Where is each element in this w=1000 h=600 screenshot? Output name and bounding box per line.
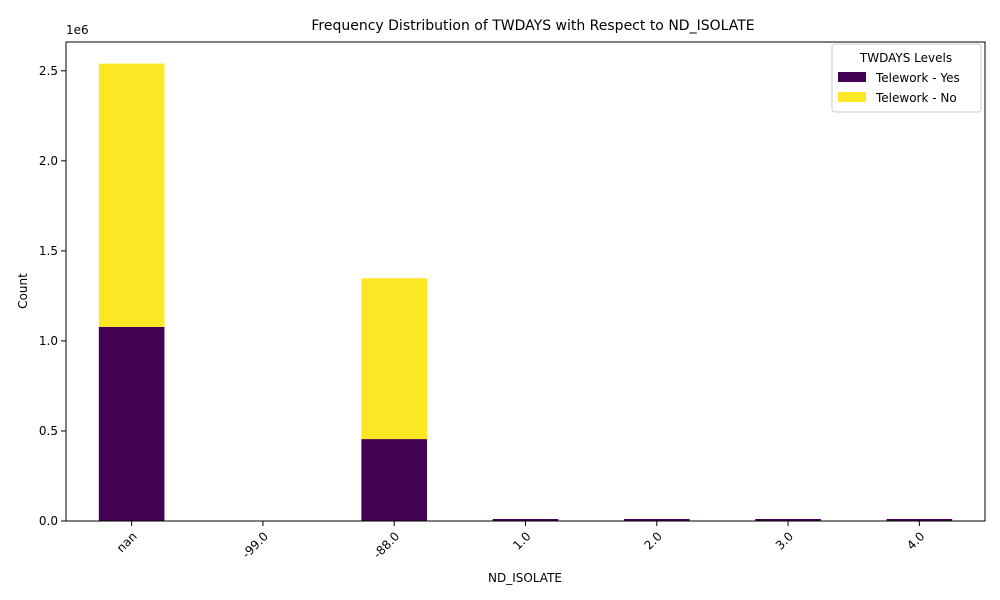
y-tick-label-4: 2.0 xyxy=(39,154,58,168)
legend: TWDAYS Levels Telework - Yes Telework - … xyxy=(831,43,982,113)
x-ticks-group: nan -99.0 -88.0 1.0 2.0 3.0 4.0 xyxy=(114,521,927,561)
legend-box xyxy=(831,43,982,113)
bars-group xyxy=(98,63,953,521)
y-tick-label-3: 1.5 xyxy=(39,244,58,258)
y-axis-label: Count xyxy=(16,273,30,309)
x-tick-label-4: 2.0 xyxy=(642,529,665,552)
bar-telework-yes-0 xyxy=(98,326,165,521)
bar-telework-yes-2 xyxy=(361,439,428,521)
bar-telework-yes-4 xyxy=(623,519,690,521)
y-ticks-group: 0.0 0.5 1.0 1.5 2.0 2.5 xyxy=(39,64,66,528)
y-tick-label-2: 1.0 xyxy=(39,334,58,348)
bar-telework-yes-5 xyxy=(755,519,821,521)
bar-telework-no-0 xyxy=(98,63,165,327)
x-tick-label-0: nan xyxy=(114,529,140,555)
x-tick-label-1: -99.0 xyxy=(239,529,271,561)
chart-title: Frequency Distribution of TWDAYS with Re… xyxy=(311,18,754,34)
legend-swatch-telework-no xyxy=(838,92,866,102)
x-tick-label-5: 3.0 xyxy=(773,529,796,552)
offset-label: 1e6 xyxy=(66,23,89,37)
legend-swatch-telework-yes xyxy=(838,72,866,82)
bar-telework-yes-6 xyxy=(886,519,953,521)
y-tick-label-0: 0.0 xyxy=(39,514,58,528)
x-axis-label: ND_ISOLATE xyxy=(488,571,562,585)
y-tick-label-1: 0.5 xyxy=(39,424,58,438)
x-tick-label-6: 4.0 xyxy=(904,529,927,552)
x-tick-label-3: 1.0 xyxy=(510,529,533,552)
legend-label-telework-yes: Telework - Yes xyxy=(875,71,960,85)
plot-frame xyxy=(65,41,986,522)
bar-telework-no-2 xyxy=(361,278,428,440)
bar-telework-yes-3 xyxy=(492,519,559,521)
x-tick-label-2: -88.0 xyxy=(370,529,402,561)
legend-title: TWDAYS Levels xyxy=(859,51,952,65)
legend-label-telework-no: Telework - No xyxy=(875,91,957,105)
y-tick-label-5: 2.5 xyxy=(39,64,58,78)
